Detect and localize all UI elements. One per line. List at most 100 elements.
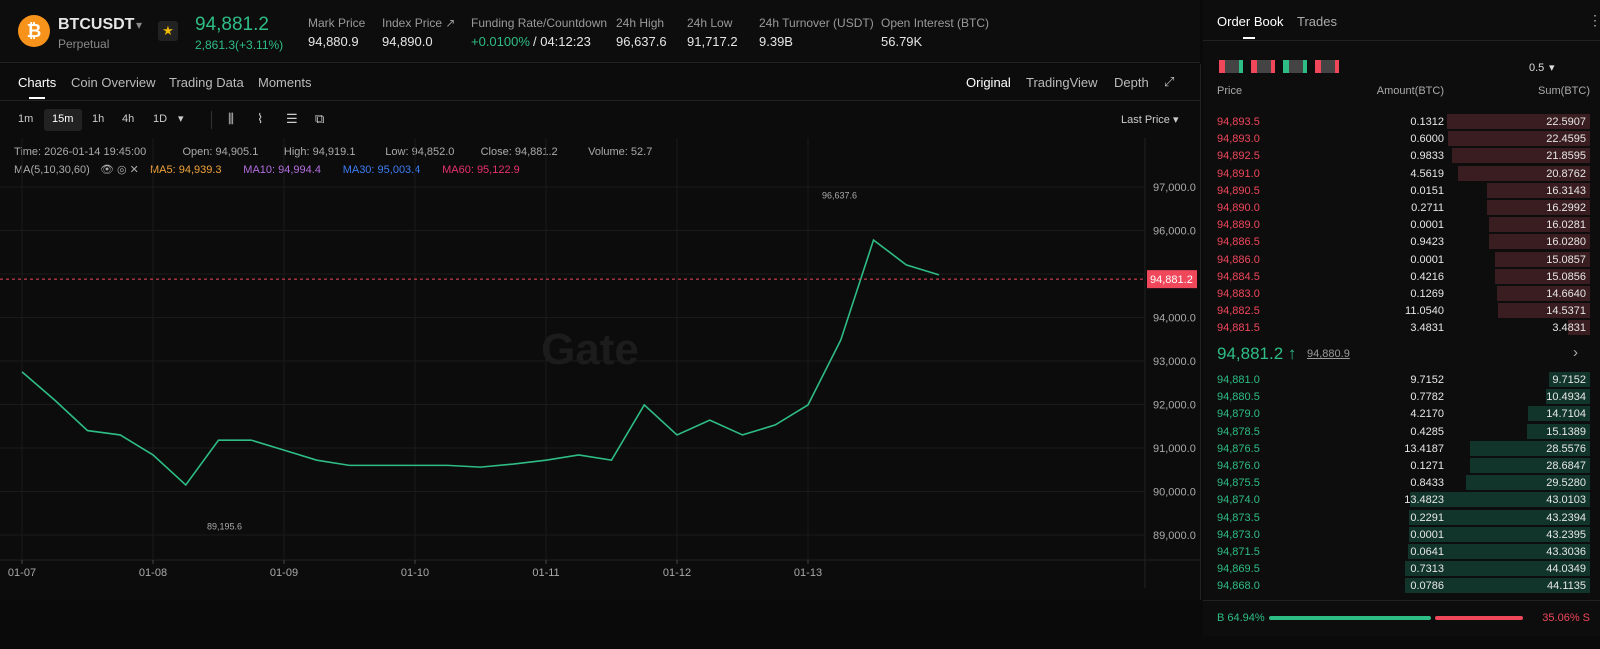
stat-value: 94,880.9 <box>308 34 359 49</box>
y-tick-label: 91,000.0 <box>1153 443 1196 455</box>
ob-price: 94,891.0 <box>1217 167 1260 180</box>
tab[interactable]: Coin Overview <box>71 75 156 90</box>
depth-bar <box>1451 148 1590 164</box>
tool-icon[interactable]: ⧉ <box>315 111 325 126</box>
ob-price: 94,880.5 <box>1217 391 1260 404</box>
ob-amount: 0.9423 <box>1410 236 1444 249</box>
layout-icon[interactable] <box>1283 60 1307 73</box>
ob-amount: 3.4831 <box>1410 322 1444 335</box>
tool-icon[interactable]: ☰ <box>286 111 298 126</box>
ob-price: 94,878.5 <box>1217 425 1260 438</box>
ohlc-info: Open: 94,905.1 <box>182 146 259 158</box>
view-tab[interactable]: Depth <box>1114 75 1149 90</box>
layout-icon[interactable] <box>1219 60 1243 73</box>
ob-tab-underline <box>1243 37 1255 39</box>
buy-ratio: B 64.94% <box>1217 612 1265 624</box>
depth-bar <box>1497 303 1590 319</box>
tool-icon[interactable]: ⌇ <box>257 111 264 126</box>
layout-icon[interactable] <box>1315 60 1339 73</box>
ob-sum: 16.3143 <box>1546 184 1586 197</box>
y-tick-label: 93,000.0 <box>1153 356 1196 368</box>
depth-bar <box>1405 561 1590 577</box>
ob-sum: 29.5280 <box>1546 477 1586 490</box>
ob-amount: 4.2170 <box>1410 408 1444 421</box>
ob-price: 94,886.0 <box>1217 253 1260 266</box>
header: ₿ BTCUSDT ▾ Perpetual ★ 94,881.2 2,861.3… <box>0 0 1200 63</box>
view-tab[interactable]: Original <box>966 75 1011 90</box>
price-type-label: Last Price <box>1121 114 1170 126</box>
interval[interactable]: 15m <box>52 113 74 125</box>
tool-icon[interactable]: ⫼ <box>228 111 234 126</box>
ob-amount: 0.4285 <box>1410 425 1444 438</box>
ob-price: 94,876.0 <box>1217 460 1260 472</box>
interval[interactable]: 1h <box>92 113 105 125</box>
stat-label: Index Price ↗ <box>382 16 456 30</box>
ob-amount: 0.0641 <box>1410 546 1444 558</box>
ob-price: 94,890.0 <box>1217 202 1260 214</box>
ma-value: MA60: 95,122.9 <box>442 164 520 176</box>
ob-amount: 0.0001 <box>1410 219 1444 232</box>
ob-sum: 44.1135 <box>1547 580 1586 593</box>
order-book: Order Book Trades ⋮ 0.5 ▾ Price Amount(BTC) Sum… <box>1203 0 1600 636</box>
ob-price: 94,868.0 <box>1217 580 1260 593</box>
interval[interactable]: 1m <box>18 113 34 125</box>
mark-price: 94,880.9 <box>1307 348 1350 360</box>
ob-price: 94,893.0 <box>1217 133 1260 146</box>
stat-value: 56.79K <box>881 34 923 49</box>
interval-dropdown[interactable]: ▾ <box>178 113 184 125</box>
ob-amount: 0.1269 <box>1410 288 1444 300</box>
tab[interactable]: Charts <box>18 75 57 90</box>
expand-icon[interactable]: › <box>1573 344 1578 361</box>
ohlc-info: Low: 94,852.0 <box>385 146 455 158</box>
ma-value: MA5: 94,939.3 <box>150 164 222 176</box>
ob-sum: 15.0857 <box>1546 253 1586 266</box>
y-tick-label: 90,000.0 <box>1153 486 1196 498</box>
y-tick-label: 97,000.0 <box>1153 182 1196 194</box>
ob-sum: 10.4934 <box>1546 391 1586 404</box>
stat-value: 96,637.6 <box>616 34 667 49</box>
ma-title: MA(5,10,30,60) <box>14 164 90 176</box>
ob-amount: 0.2711 <box>1411 202 1444 214</box>
step-dropdown: ▾ <box>1549 62 1555 74</box>
ob-sum: 22.4595 <box>1546 133 1586 146</box>
ob-sum: 16.0281 <box>1546 219 1586 232</box>
interval[interactable]: 4h <box>122 113 135 125</box>
stat-value: 9.39B <box>759 34 793 49</box>
symbol[interactable]: BTCUSDT <box>58 16 135 33</box>
step[interactable]: 0.5 <box>1529 62 1545 74</box>
ob-amount: 0.0151 <box>1410 184 1444 197</box>
ob-sum: 16.0280 <box>1546 236 1586 249</box>
ob-sum: 3.4831 <box>1552 322 1586 335</box>
ob-sum: 9.7152 <box>1552 374 1586 386</box>
x-tick-label: 01-08 <box>139 567 167 579</box>
dropdown-icon[interactable]: ▾ <box>136 18 143 32</box>
price-type[interactable]: Last Price ▾ <box>1121 114 1179 126</box>
stat-extra: / 04:12:23 <box>533 34 591 49</box>
ob-sum: 28.6847 <box>1546 460 1586 472</box>
last-price-tag <box>1147 270 1197 289</box>
favorite[interactable]: ★ <box>158 21 178 41</box>
ob-sum: 44.0349 <box>1546 563 1586 576</box>
ob-price: 94,881.0 <box>1217 374 1260 386</box>
ob-amount: 13.4823 <box>1404 494 1444 507</box>
ob-amount: 0.4216 <box>1410 270 1444 283</box>
fullscreen-icon[interactable]: ⤢ <box>1164 74 1175 89</box>
stat-label: Mark Price <box>308 16 366 30</box>
more-icon[interactable]: ⋮ <box>1588 12 1600 28</box>
ob-price: 94,875.5 <box>1217 477 1260 490</box>
tab[interactable]: Moments <box>258 75 312 90</box>
stat-label: Open Interest (BTC) <box>881 16 990 30</box>
depth-bar <box>1469 458 1590 473</box>
stat-label: Funding Rate/Countdown <box>471 16 608 30</box>
ma-value: MA30: 95,003.4 <box>342 164 421 176</box>
extreme-label: 89,195.6 <box>207 521 242 531</box>
ob-sum: 15.0856 <box>1546 270 1586 283</box>
ob-header: Amount(BTC) <box>1376 85 1444 97</box>
tab[interactable]: Trading Data <box>169 75 244 90</box>
view-tab[interactable]: TradingView <box>1026 75 1098 90</box>
ob-tab[interactable]: Order Book <box>1217 14 1284 29</box>
layout-icon[interactable] <box>1251 60 1275 73</box>
ob-price: 94,876.5 <box>1217 442 1260 455</box>
interval[interactable]: 1D <box>153 113 168 125</box>
ob-tab[interactable]: Trades <box>1297 14 1337 29</box>
